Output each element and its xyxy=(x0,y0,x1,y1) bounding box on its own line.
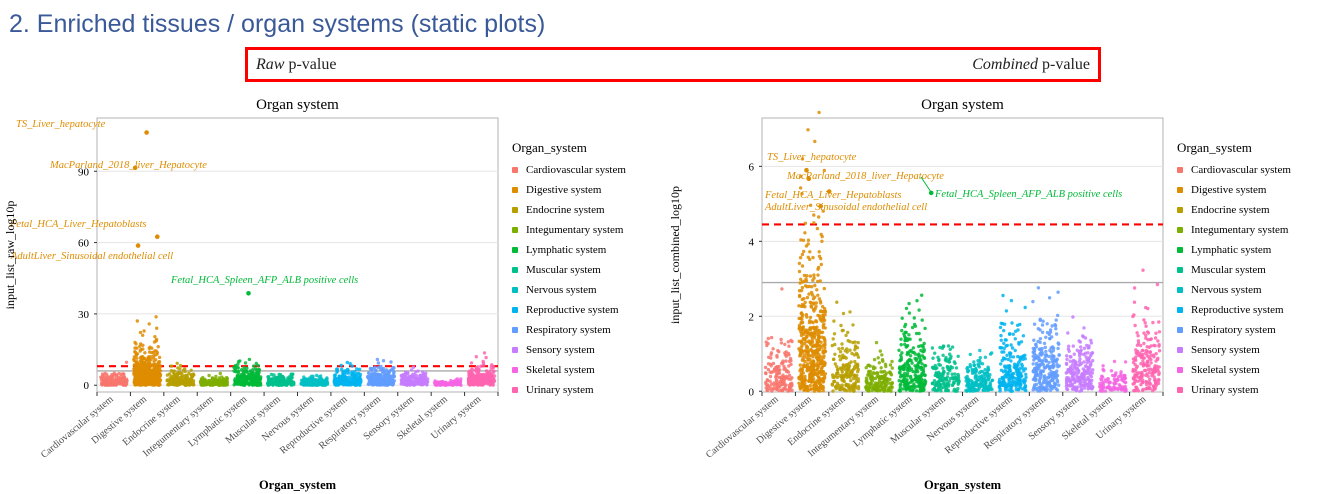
svg-text:60: 60 xyxy=(78,238,90,250)
svg-text:input_list_raw_log10p: input_list_raw_log10p xyxy=(3,201,17,310)
svg-text:6: 6 xyxy=(749,161,755,173)
svg-text:0: 0 xyxy=(749,386,755,398)
svg-text:4: 4 xyxy=(749,236,755,248)
svg-text:30: 30 xyxy=(78,309,90,321)
svg-text:TS_Liver_hepatocyte: TS_Liver_hepatocyte xyxy=(16,119,106,130)
svg-text:Organ system: Organ system xyxy=(256,97,339,113)
svg-text:2: 2 xyxy=(749,311,755,323)
svg-text:Fetal_HCA_Liver_Hepatoblasts: Fetal_HCA_Liver_Hepatoblasts xyxy=(9,219,147,230)
svg-text:Organ_system: Organ_system xyxy=(259,478,337,492)
svg-text:AdultLiver_Sinusoidal endothel: AdultLiver_Sinusoidal endothelial cell xyxy=(10,251,173,262)
svg-text:Organ system: Organ system xyxy=(921,97,1004,113)
svg-text:MacParland_2018_liver_Hepatocy: MacParland_2018_liver_Hepatocyte xyxy=(49,160,207,171)
svg-text:Fetal_HCA_Spleen_AFP_ALB posit: Fetal_HCA_Spleen_AFP_ALB positive cells xyxy=(170,275,358,286)
svg-text:0: 0 xyxy=(84,380,90,392)
